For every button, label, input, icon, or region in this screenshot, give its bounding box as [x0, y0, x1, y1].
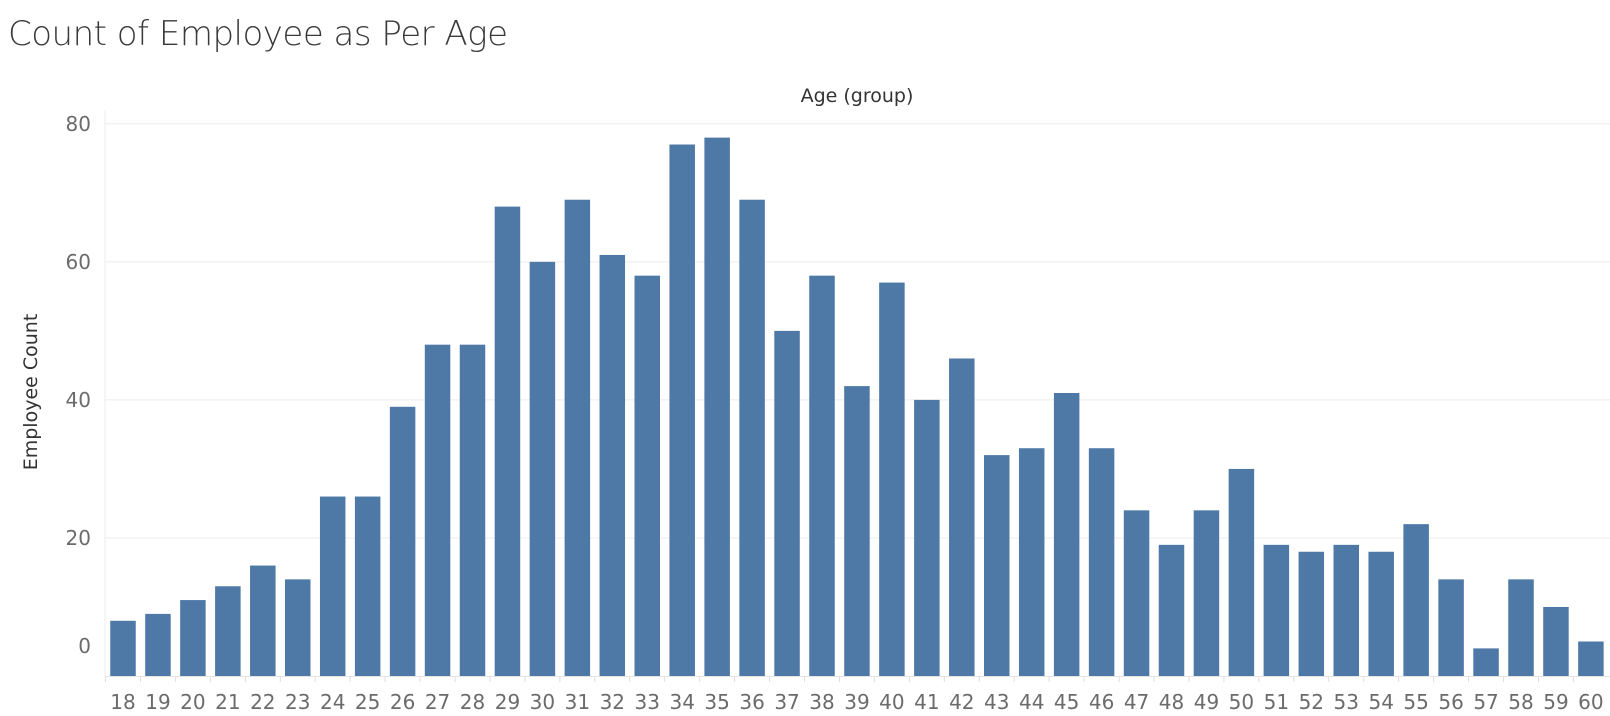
x-tick-label: 38: [809, 690, 834, 714]
x-tick-label: 36: [739, 690, 764, 714]
x-tick-label: 22: [250, 690, 275, 714]
x-tick-label: 21: [215, 690, 240, 714]
bar-age-20: [180, 600, 206, 676]
x-tick-label: 28: [460, 690, 485, 714]
y-axis-label: Employee Count: [20, 314, 42, 471]
bar-age-25: [354, 496, 381, 676]
bar-age-26: [389, 406, 416, 676]
bar-age-47: [1123, 510, 1150, 676]
y-axis-ticks: 0 20 40 60 80: [66, 112, 91, 658]
bar-age-21: [215, 586, 241, 676]
x-tick-label: 54: [1368, 690, 1393, 714]
x-tick-label: 32: [600, 690, 625, 714]
bar-age-24: [319, 496, 346, 676]
bar-age-35: [704, 137, 730, 677]
bar-age-36: [739, 199, 765, 677]
x-tick-label: 35: [704, 690, 729, 714]
x-tick-label: 46: [1089, 690, 1114, 714]
bar-age-29: [494, 206, 521, 676]
bar-age-31: [564, 199, 591, 677]
bar-age-34: [669, 144, 695, 676]
bar-age-32: [599, 254, 626, 676]
x-tick-label: 31: [565, 690, 590, 714]
y-tick-label: 0: [78, 634, 91, 658]
bar-age-27: [424, 344, 451, 676]
bar-age-45: [1053, 393, 1080, 676]
chart-title: Count of Employee as Per Age: [8, 14, 508, 54]
x-tick-label: 56: [1438, 690, 1463, 714]
bar-age-50: [1228, 468, 1255, 676]
x-tick-label: 18: [110, 690, 135, 714]
x-tick-label: 34: [669, 690, 694, 714]
bar-age-60: [1578, 641, 1604, 676]
y-tick-label: 60: [66, 250, 91, 274]
bar-age-52: [1298, 551, 1325, 676]
bar-age-43: [984, 455, 1010, 676]
x-tick-label: 57: [1473, 690, 1498, 714]
x-tick-label: 59: [1543, 690, 1568, 714]
x-tick-label: 52: [1299, 690, 1324, 714]
bar-age-40: [879, 282, 905, 676]
x-tick-label: 33: [635, 690, 660, 714]
bar-age-56: [1438, 579, 1464, 676]
bar-age-57: [1473, 648, 1499, 676]
bar-age-55: [1403, 524, 1429, 676]
bar-age-33: [634, 275, 660, 676]
bar-age-53: [1333, 544, 1359, 676]
x-tick-label: 41: [914, 690, 939, 714]
bar-age-28: [459, 344, 486, 676]
x-tick-label: 19: [145, 690, 170, 714]
x-axis-label: Age (group): [801, 85, 914, 107]
x-tick-label: 25: [355, 690, 380, 714]
bar-age-59: [1543, 606, 1569, 676]
x-tick-label: 44: [1019, 690, 1044, 714]
x-tick-label: 47: [1124, 690, 1149, 714]
bar-age-54: [1368, 551, 1394, 676]
bar-age-22: [250, 565, 276, 676]
bar-age-51: [1263, 544, 1290, 676]
bar-age-39: [844, 386, 870, 676]
bar-age-58: [1508, 579, 1534, 676]
x-tick-label: 51: [1264, 690, 1289, 714]
x-tick-label: 23: [285, 690, 310, 714]
bar-age-19: [145, 613, 171, 676]
bar-age-41: [914, 399, 940, 676]
x-tick-label: 29: [495, 690, 520, 714]
x-tick-label: 50: [1229, 690, 1254, 714]
bars: [110, 137, 1604, 677]
bar-age-49: [1193, 510, 1220, 676]
bar-age-44: [1018, 448, 1045, 676]
bar-age-42: [949, 358, 975, 676]
bar-age-38: [809, 275, 835, 676]
y-tick-label: 20: [66, 526, 91, 550]
y-tick-label: 80: [66, 112, 91, 136]
bar-age-48: [1158, 544, 1185, 676]
x-tick-label: 45: [1054, 690, 1079, 714]
x-tick-label: 58: [1508, 690, 1533, 714]
x-tick-label: 26: [390, 690, 415, 714]
x-tick-label: 37: [774, 690, 799, 714]
x-tick-label: 27: [425, 690, 450, 714]
bar-age-23: [285, 579, 311, 676]
x-tick-label: 55: [1403, 690, 1428, 714]
x-tick-label: 39: [844, 690, 869, 714]
x-tick-label: 43: [984, 690, 1009, 714]
x-tick-label: 30: [530, 690, 555, 714]
bar-age-30: [529, 261, 556, 676]
bar-age-18: [110, 620, 136, 676]
x-tick-label: 20: [180, 690, 205, 714]
bar-age-37: [774, 330, 800, 676]
y-tick-label: 40: [66, 388, 91, 412]
x-tick-label: 24: [320, 690, 345, 714]
x-tick-label: 42: [949, 690, 974, 714]
bar-age-46: [1088, 448, 1115, 676]
x-tick-label: 49: [1194, 690, 1219, 714]
x-tick-label: 48: [1159, 690, 1184, 714]
x-tick-label: 60: [1578, 690, 1603, 714]
x-tick-label: 40: [879, 690, 904, 714]
x-tick-label: 53: [1334, 690, 1359, 714]
x-axis-ticks: 18 19 20 21 22 23 24 25 26 27 28 29 30 31 32 33 34 35 36 37…: [105, 676, 1610, 714]
